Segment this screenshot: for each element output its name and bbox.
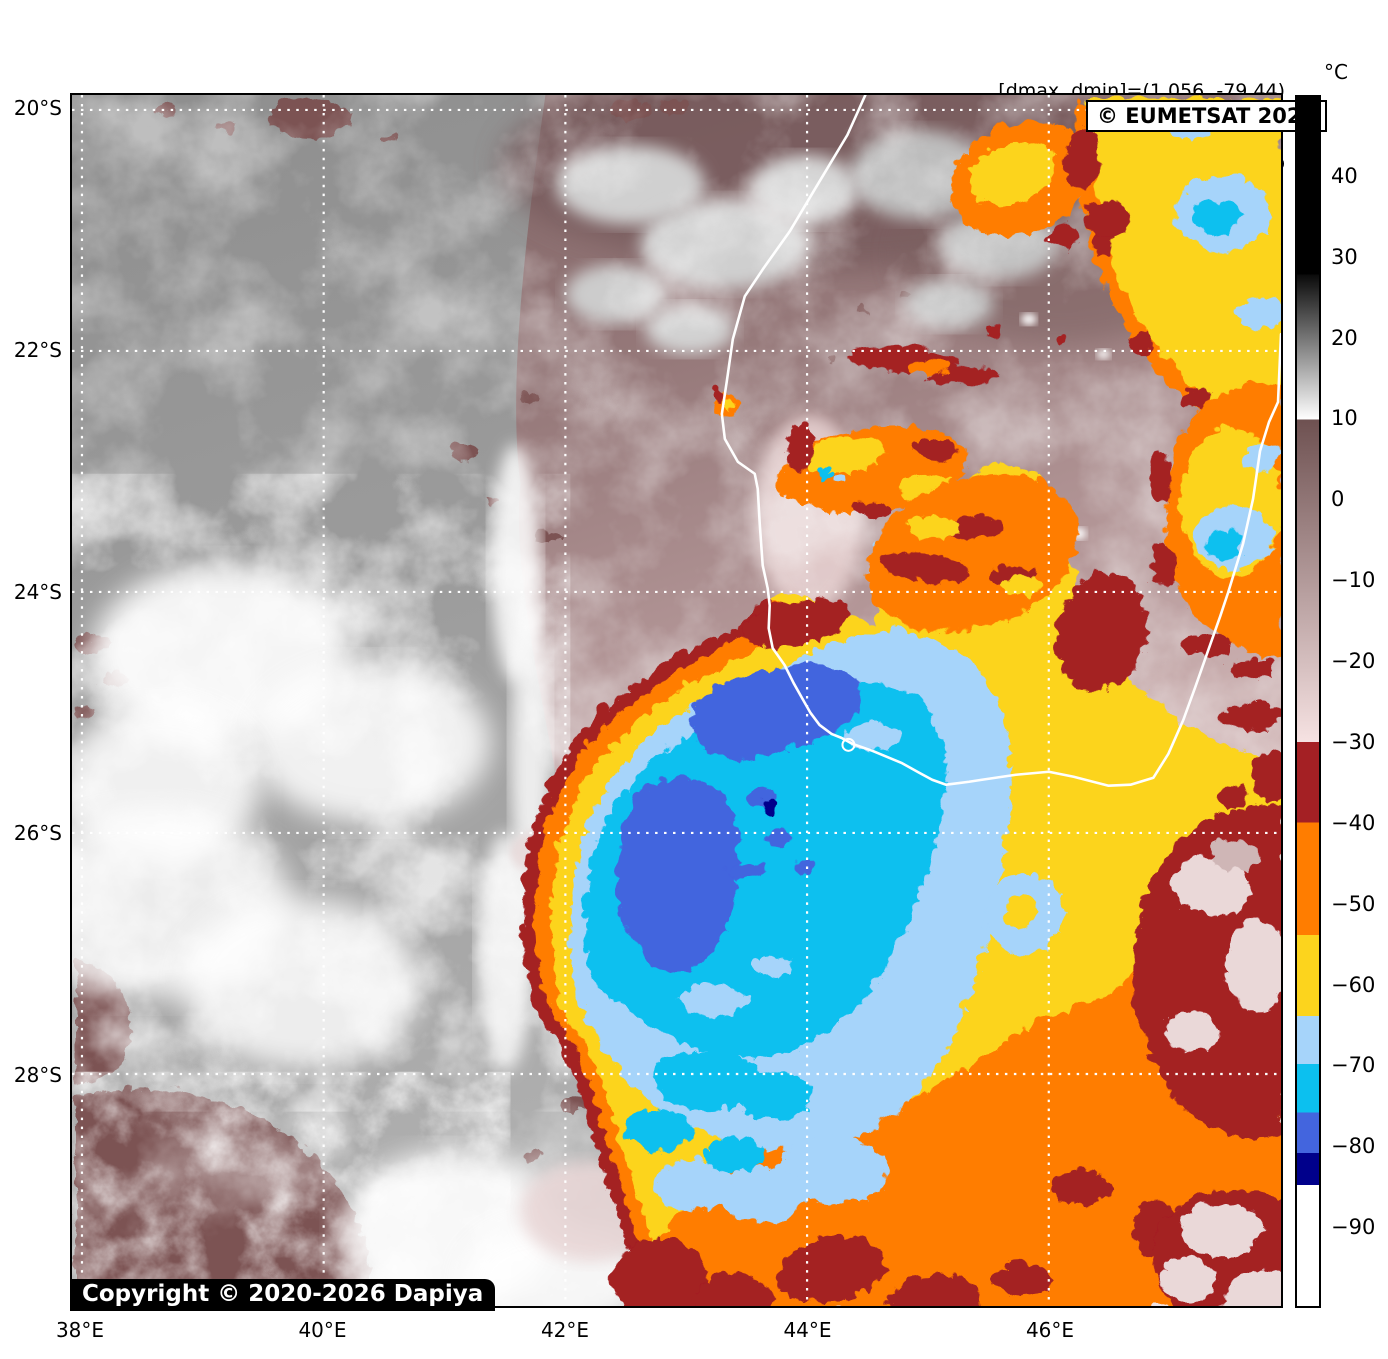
colorbar-tick-label: 10 [1331, 406, 1358, 431]
satellite-map [70, 93, 1283, 1308]
longitude-tick-label: 46°E [1025, 1318, 1075, 1342]
latitude-tick-label: 28°S [13, 1063, 62, 1088]
colorbar-tick-label: 40 [1331, 163, 1358, 188]
colorbar-tick-label: −40 [1331, 810, 1376, 835]
latitude-tick-label: 24°S [13, 579, 62, 604]
bright-cloud-masses [72, 182, 1111, 1306]
colorbar-tick-label: −60 [1331, 972, 1376, 997]
eumetsat-watermark: © EUMETSAT 2026 [1086, 100, 1328, 132]
colorbar-tick-label: 30 [1331, 244, 1358, 269]
longitude-tick-label: 42°E [540, 1318, 590, 1342]
colorbar-tick-label: −90 [1331, 1215, 1376, 1240]
latitude-tick-label: 20°S [13, 96, 62, 120]
temperature-colorbar [1295, 95, 1321, 1308]
longitude-tick-label: 44°E [783, 1318, 832, 1342]
longitude-tick-label: 38°E [55, 1318, 105, 1342]
convective-regions [518, 95, 1281, 1306]
colorbar-tick-label: −10 [1331, 568, 1376, 593]
latitude-tick-label: 22°S [13, 337, 62, 362]
colorbar-tick-label: 20 [1331, 325, 1358, 350]
colorbar-tick-label: 0 [1331, 487, 1345, 512]
colorbar-tick-label: −50 [1331, 891, 1376, 916]
latitude-tick-label: 26°S [13, 821, 62, 846]
colorbar-tick-label: −20 [1331, 649, 1376, 674]
colorbar-unit-label: °C [1324, 60, 1348, 84]
coastline-path [720, 95, 1281, 788]
dapiya-watermark: Copyright © 2020-2026 Dapiya [70, 1279, 496, 1311]
colorbar-tick-label: −30 [1331, 729, 1376, 754]
satellite-map-canvas [72, 95, 1281, 1306]
colorbar-tick-label: −70 [1331, 1053, 1376, 1078]
longitude-tick-label: 40°E [298, 1318, 347, 1342]
colorbar-tick-label: −80 [1331, 1134, 1376, 1159]
